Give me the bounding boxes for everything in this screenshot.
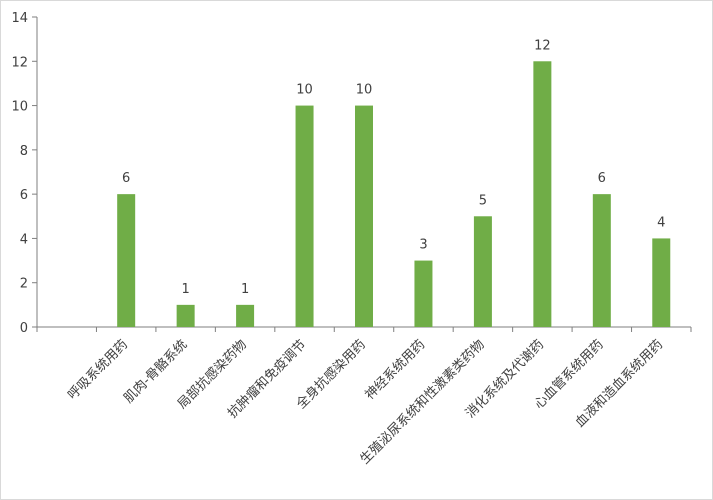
data-label: 3	[419, 238, 427, 253]
data-label: 4	[657, 215, 665, 230]
data-label: 10	[356, 83, 373, 98]
category-labels: 呼吸系统用药肌肉-骨骼系统局部抗感染药物抗肿瘤和免疫调节全身抗感染用药神经系统用…	[65, 337, 666, 468]
y-tick-label: 12	[11, 55, 28, 70]
bars	[117, 61, 671, 328]
data-labels: 6 1 1 10 10 3 5 12 6 4	[122, 38, 665, 297]
y-tick-label: 14	[11, 11, 28, 26]
y-tick-label: 10	[11, 100, 28, 115]
y-tick-label: 4	[20, 232, 28, 247]
x-axis	[36, 326, 692, 332]
bar	[295, 105, 314, 327]
bar	[355, 105, 373, 327]
category-label: 神经系统用药	[363, 337, 429, 403]
category-label: 呼吸系统用药	[65, 337, 131, 403]
y-tick-label: 0	[20, 321, 28, 336]
y-tick-label: 8	[20, 144, 28, 159]
y-tick-label: 2	[20, 277, 28, 292]
data-label: 5	[479, 193, 487, 208]
bar	[117, 194, 136, 327]
category-label: 生殖泌尿系统和性激素类药物	[357, 337, 488, 468]
data-label: 6	[122, 171, 130, 186]
data-label: 1	[241, 282, 249, 297]
bar	[592, 194, 611, 327]
bar	[414, 260, 433, 327]
bar	[652, 238, 671, 327]
data-label: 10	[296, 83, 313, 98]
data-label: 1	[181, 282, 189, 297]
y-axis: 0 2 4 6 8 10 12 14	[11, 11, 38, 336]
y-tick-label: 6	[20, 188, 28, 203]
data-label: 6	[598, 171, 606, 186]
bar	[473, 216, 492, 327]
bar	[176, 304, 195, 327]
bar	[533, 61, 552, 328]
bar	[236, 304, 255, 327]
data-label: 12	[534, 38, 551, 53]
